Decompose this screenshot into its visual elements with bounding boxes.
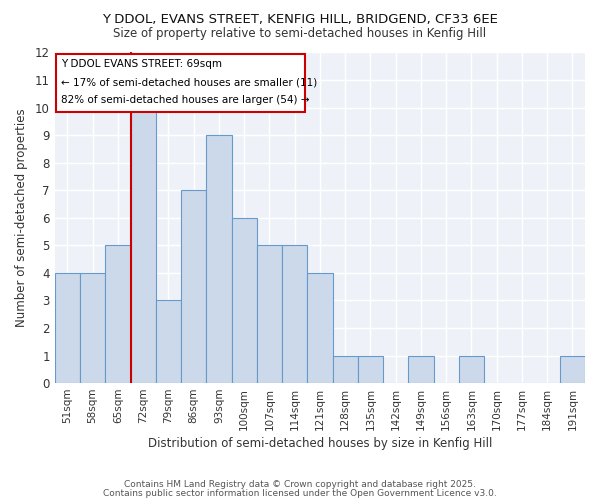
Bar [80,273,106,383]
Bar [55,273,80,383]
Bar [332,356,358,383]
Bar [181,190,206,383]
Bar [408,356,434,383]
Bar [358,356,383,383]
Text: Y DDOL, EVANS STREET, KENFIG HILL, BRIDGEND, CF33 6EE: Y DDOL, EVANS STREET, KENFIG HILL, BRIDG… [102,12,498,26]
X-axis label: Distribution of semi-detached houses by size in Kenfig Hill: Distribution of semi-detached houses by … [148,437,492,450]
Bar [56,54,305,112]
Text: ← 17% of semi-detached houses are smaller (11): ← 17% of semi-detached houses are smalle… [61,78,317,88]
Bar [560,356,585,383]
Bar [156,300,181,383]
Bar [206,135,232,383]
Bar [307,273,332,383]
Bar [131,108,156,383]
Bar [106,246,131,383]
Text: Size of property relative to semi-detached houses in Kenfig Hill: Size of property relative to semi-detach… [113,28,487,40]
Bar [257,246,282,383]
Text: 82% of semi-detached houses are larger (54) →: 82% of semi-detached houses are larger (… [61,95,310,105]
Text: Contains HM Land Registry data © Crown copyright and database right 2025.: Contains HM Land Registry data © Crown c… [124,480,476,489]
Bar [232,218,257,383]
Text: Contains public sector information licensed under the Open Government Licence v3: Contains public sector information licen… [103,489,497,498]
Bar [459,356,484,383]
Bar [282,246,307,383]
Text: Y DDOL EVANS STREET: 69sqm: Y DDOL EVANS STREET: 69sqm [61,60,222,70]
Y-axis label: Number of semi-detached properties: Number of semi-detached properties [15,108,28,327]
